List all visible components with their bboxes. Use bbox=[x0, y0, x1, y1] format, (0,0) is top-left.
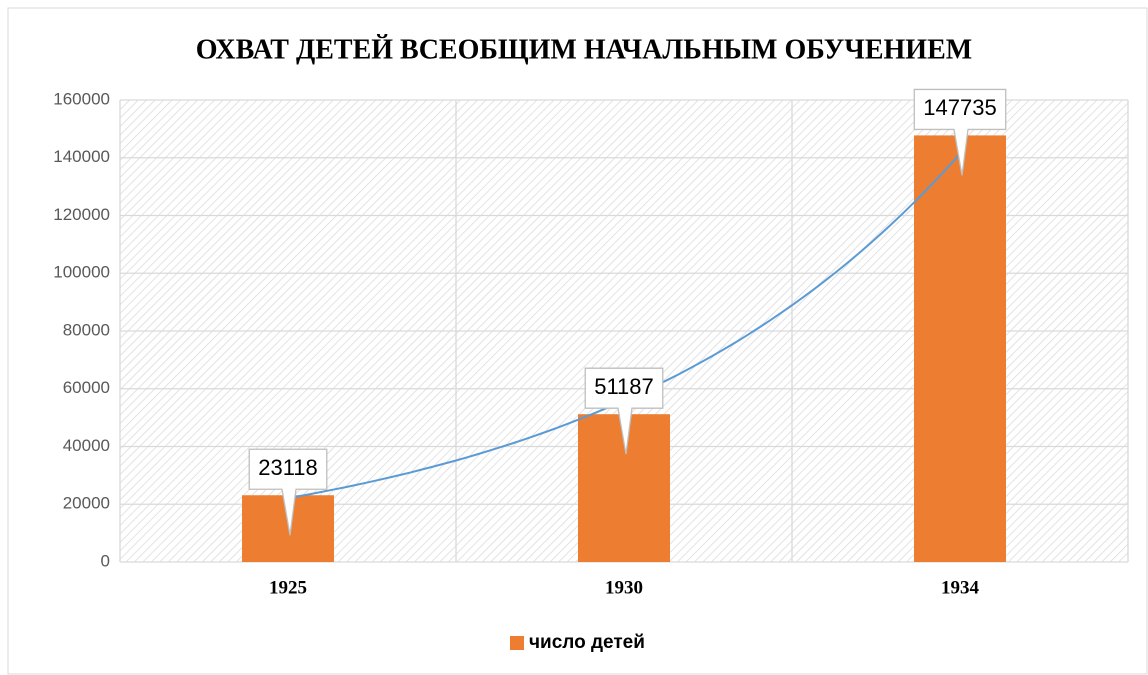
data-label-callout bbox=[248, 448, 328, 536]
x-tick-label: 1934 bbox=[941, 577, 980, 598]
y-tick-label: 0 bbox=[101, 551, 110, 570]
y-tick-label: 160000 bbox=[53, 89, 110, 108]
data-label-callout bbox=[584, 367, 664, 455]
x-tick-label: 1925 bbox=[269, 577, 307, 598]
data-label: 147735 bbox=[923, 95, 996, 120]
data-label-callout bbox=[913, 88, 1007, 176]
x-tick-label: 1930 bbox=[605, 577, 643, 598]
bar bbox=[914, 135, 1006, 562]
y-tick-label: 100000 bbox=[53, 263, 110, 282]
y-tick-label: 40000 bbox=[63, 436, 110, 455]
y-tick-label: 80000 bbox=[63, 320, 110, 339]
data-label: 51187 bbox=[594, 374, 654, 399]
chart-title: ОХВАТ ДЕТЕЙ ВСЕОБЩИМ НАЧАЛЬНЫМ ОБУЧЕНИЕМ bbox=[196, 34, 972, 65]
legend-swatch bbox=[510, 636, 524, 650]
y-tick-label: 140000 bbox=[53, 147, 110, 166]
data-label: 23118 bbox=[258, 455, 318, 480]
y-tick-label: 60000 bbox=[63, 378, 110, 397]
y-tick-label: 120000 bbox=[53, 205, 110, 224]
legend-label: число детей bbox=[529, 632, 645, 653]
y-tick-label: 20000 bbox=[63, 494, 110, 513]
